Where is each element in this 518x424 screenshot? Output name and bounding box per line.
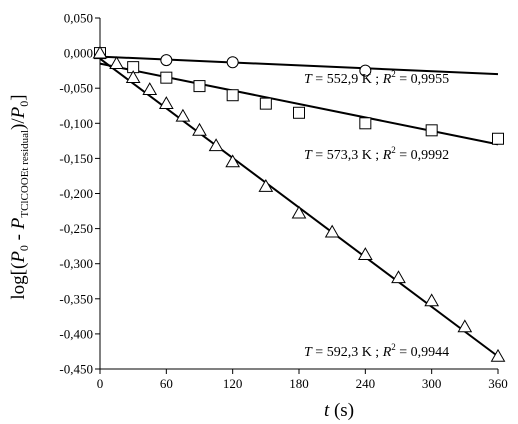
x-tick-label: 180 [289,376,309,391]
triangle-marker [424,293,440,307]
square-marker [492,132,504,145]
triangle-marker [109,56,124,70]
y-tick-label: -0,300 [59,256,93,271]
triangle-marker [258,178,274,192]
triangle-marker [92,45,108,59]
x-tick-label: 240 [356,376,376,391]
circle-marker [160,54,173,67]
square-marker [160,71,173,84]
fit-label-592-3K: T = 592,3 K ; R2 = 0,9944 [304,342,449,360]
square-marker [259,97,272,110]
circle-marker [359,64,372,77]
fit-label-573-3K: T = 573,3 K ; R2 = 0,9992 [304,145,449,163]
y-tick-label: -0,350 [59,291,93,306]
y-tick-label: 0,050 [64,11,93,26]
triangle-marker [457,319,473,333]
triangle-marker [324,224,340,238]
x-axis-title: t (s) [324,400,354,421]
y-tick-label: -0,050 [59,81,93,96]
triangle-marker [225,154,241,168]
square-marker [226,89,239,102]
y-tick-label: -0,250 [59,221,93,236]
circle-marker [226,56,239,69]
x-tick-label: 0 [97,376,104,391]
x-tick-label: 300 [422,376,442,391]
triangle-marker [391,270,406,284]
y-tick-label: -0,450 [59,362,93,377]
y-tick-label: -0,200 [59,186,93,201]
y-tick-label: -0,100 [59,116,93,131]
triangle-marker [291,205,307,219]
y-tick-label: -0,400 [59,326,93,341]
triangle-marker [192,122,207,136]
y-tick-label: -0,150 [59,151,93,166]
data-markers [92,45,506,362]
triangle-marker [142,82,158,95]
triangle-marker [125,70,141,84]
triangle-marker [490,348,506,362]
fit-label-552-9K: T = 552,9 K ; R2 = 0,9955 [304,69,449,87]
triangle-marker [158,96,174,110]
square-marker [359,117,372,130]
square-marker [293,106,305,119]
triangle-marker [208,138,224,152]
x-tick-label: 360 [488,376,508,391]
x-tick-label: 120 [223,376,243,391]
square-marker [425,124,438,137]
ticks: 0,050 0,000 -0,050 -0,100 -0,150 -0,200 -0,250… [59,11,507,392]
y-axis-title: log[(P0 - PTClCOOEt residual)/P0] [8,94,31,299]
x-tick-label: 60 [160,376,173,391]
y-tick-label: 0,000 [64,46,93,61]
square-marker [193,80,206,93]
triangle-marker [357,247,373,260]
triangle-marker [175,108,191,122]
